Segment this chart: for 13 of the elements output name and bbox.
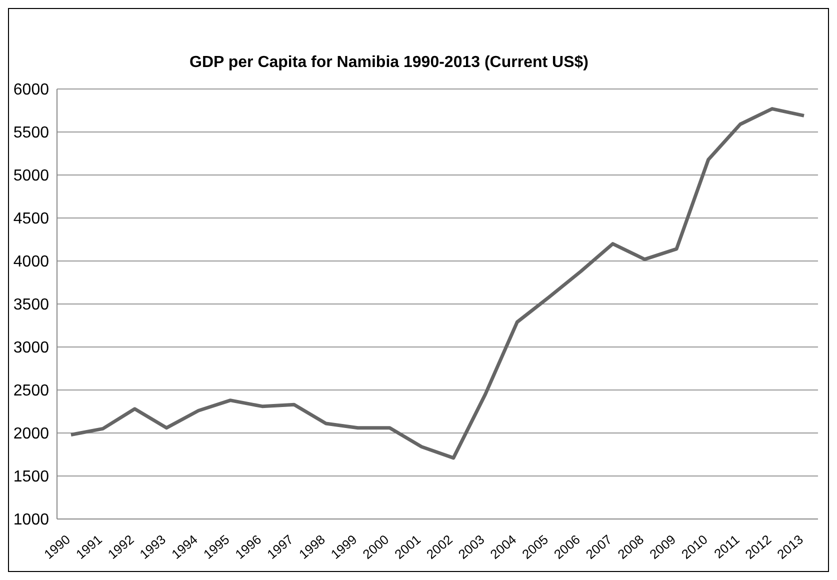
y-tick-label: 3000 bbox=[13, 340, 50, 357]
y-tick-label: 6000 bbox=[13, 82, 50, 99]
y-tick-label: 2000 bbox=[13, 426, 50, 443]
y-tick-label: 2500 bbox=[13, 382, 50, 400]
y-tick-label: 5500 bbox=[13, 124, 50, 142]
y-tick-label: 1500 bbox=[13, 468, 50, 486]
line-series bbox=[69, 107, 806, 460]
y-tick-label: 4500 bbox=[13, 210, 50, 228]
y-tick-label: 4000 bbox=[13, 254, 50, 271]
y-tick-label: 5000 bbox=[13, 168, 50, 185]
chart-title: GDP per Capita for Namibia 1990-2013 (Current US$) bbox=[188, 54, 590, 72]
y-tick-label: 3500 bbox=[13, 296, 50, 314]
y-tick-label: 1000 bbox=[13, 512, 50, 529]
